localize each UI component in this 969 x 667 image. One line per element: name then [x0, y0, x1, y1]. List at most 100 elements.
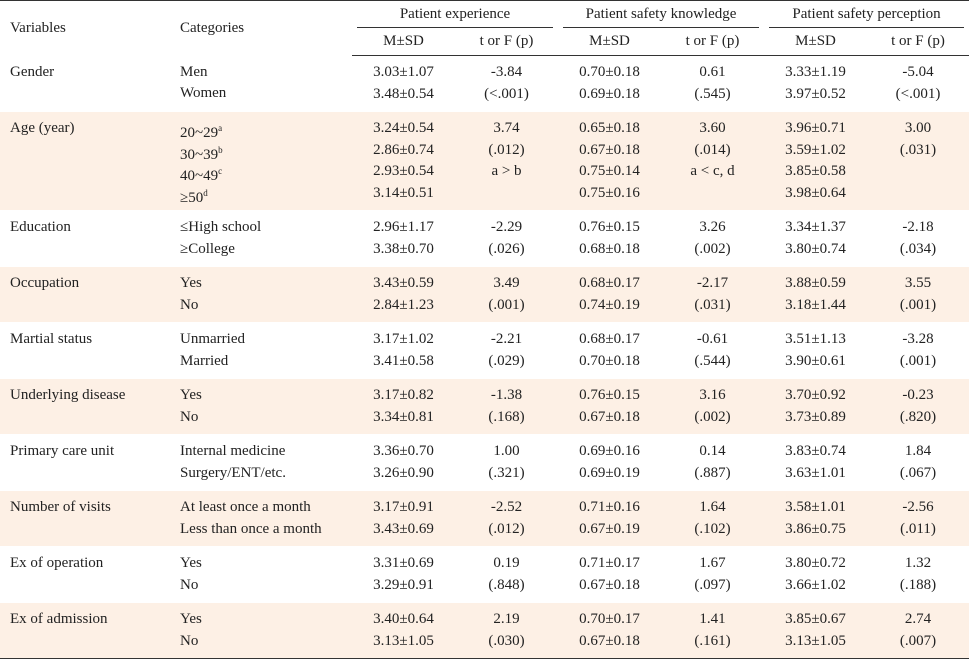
mean-sd: 3.03±1.07: [373, 64, 434, 80]
variable: Underlying disease: [10, 387, 126, 403]
mean-sd-cell: 0.76±0.15 0.68±0.18: [558, 210, 661, 267]
mean-sd: 3.31±0.69: [373, 555, 434, 571]
category: Yes: [180, 555, 202, 571]
variable-cell: Gender: [0, 55, 170, 112]
mean-sd-cell: 3.24±0.54 2.86±0.74 2.93±0.54 3.14±0.51: [352, 111, 455, 211]
variable: Martial status: [10, 331, 93, 347]
table-row: Gender Men Women 3.03±1.07 3.48±0.54 -3.84 (<.…: [0, 55, 969, 112]
statistic: 3.55: [904, 275, 932, 291]
mean-sd-cell: 0.69±0.16 0.69±0.19: [558, 434, 661, 491]
mean-sd: 0.75±0.14: [579, 163, 640, 179]
statistic: (.012): [488, 141, 525, 158]
statistic-cell: 3.74 (.012) a > b: [455, 111, 558, 211]
group-header: Patient safety knowledge: [563, 1, 760, 28]
variable: Ex of admission: [10, 611, 108, 627]
category: Women: [180, 85, 227, 101]
mean-sd: 3.26±0.90: [373, 464, 434, 481]
statistic: (.002): [694, 240, 731, 257]
statistic: 1.41: [699, 611, 726, 627]
mean-sd: 0.70±0.18: [579, 352, 640, 369]
statistic: (.887): [694, 464, 731, 481]
statistic: (.067): [899, 464, 937, 481]
statistic-cell: 1.84 (.067): [867, 434, 969, 491]
categories-cell: Yes No: [170, 266, 352, 323]
statistic-cell: -1.38 (.168): [455, 378, 558, 435]
mean-sd-cell: 3.58±1.01 3.86±0.75: [764, 490, 868, 547]
category: 30~39b: [180, 140, 352, 163]
sub-header: t or F (p): [455, 28, 558, 56]
statistic: (.007): [899, 632, 937, 649]
statistic-cell: -2.18 (.034): [867, 210, 969, 267]
variable: Occupation: [10, 275, 80, 291]
statistic: 0.19: [493, 555, 520, 571]
variable-cell: Occupation: [0, 266, 170, 323]
table-row: Age (year) 20~29a 30~39b 40~49c ≥50d 3.24±0.5…: [0, 111, 969, 211]
statistic-cell: 1.64 (.102): [661, 490, 765, 547]
statistic: (.011): [900, 520, 936, 537]
statistic: (.188): [899, 576, 937, 593]
statistic-cell: 3.55 (.001): [867, 266, 969, 323]
sub-header: t or F (p): [661, 28, 765, 56]
table-row: Education ≤High school ≥College 2.96±1.17 3.…: [0, 210, 969, 267]
mean-sd: 3.97±0.52: [785, 85, 846, 102]
statistic-cell: 3.00 (.031): [867, 111, 969, 211]
mean-sd: 3.59±1.02: [785, 141, 846, 158]
table-row: Primary care unit Internal medicine Surger…: [0, 434, 969, 491]
statistic: 2.74: [904, 611, 932, 627]
category: ≤High school: [180, 219, 262, 235]
category-label: ≥50: [180, 189, 204, 206]
statistic-cell: -5.04 (<.001): [867, 55, 969, 112]
statistic-cell: -0.61 (.544): [661, 322, 765, 379]
mean-sd-cell: 3.96±0.71 3.59±1.02 3.85±0.58 3.98±0.64: [764, 111, 868, 211]
mean-sd: 0.67±0.18: [579, 576, 640, 593]
mean-sd: 2.96±1.17: [373, 219, 434, 235]
mean-sd-cell: 0.70±0.18 0.69±0.18: [558, 55, 661, 112]
statistic-cell: 1.00 (.321): [455, 434, 558, 491]
statistic-cell: 2.19 (.030): [455, 602, 558, 659]
statistic: -3.84: [490, 64, 523, 80]
statistic-cell: -2.52 (.012): [455, 490, 558, 547]
mean-sd-cell: 3.34±1.37 3.80±0.74: [764, 210, 868, 267]
statistic: (.820): [899, 408, 937, 425]
statistic: (.034): [899, 240, 937, 257]
category: Married: [180, 352, 229, 369]
category: No: [180, 632, 199, 649]
mean-sd: 0.76±0.15: [579, 387, 640, 403]
variable: Number of visits: [10, 499, 111, 515]
statistic: -2.18: [902, 219, 934, 235]
mean-sd: 3.34±1.37: [785, 219, 846, 235]
header-variables: Variables: [0, 0, 170, 56]
categories-cell: Yes No: [170, 378, 352, 435]
category: At least once a month: [180, 499, 311, 515]
variable-cell: Number of visits: [0, 490, 170, 547]
statistic: 3.74: [493, 120, 520, 136]
statistic: -3.28: [902, 331, 934, 347]
statistic: 2.19: [493, 611, 520, 627]
category: ≥50d: [180, 183, 352, 206]
mean-sd-cell: 3.17±0.91 3.43±0.69: [352, 490, 455, 547]
category-superscript: c: [218, 166, 223, 176]
statistic: (.029): [488, 352, 525, 369]
variable: Primary care unit: [10, 443, 115, 459]
category: Less than once a month: [180, 520, 322, 537]
mean-sd: 0.68±0.17: [579, 275, 640, 291]
mean-sd: 2.84±1.23: [373, 296, 434, 313]
statistic: 3.00: [904, 120, 932, 136]
mean-sd: 3.38±0.70: [373, 240, 434, 257]
mean-sd-cell: 3.31±0.69 3.29±0.91: [352, 546, 455, 603]
category-label: 30~39: [180, 146, 219, 163]
statistic: 1.84: [904, 443, 932, 459]
variable: Education: [10, 219, 71, 235]
statistic: -2.17: [696, 275, 729, 291]
categories-cell: Internal medicine Surgery/ENT/etc.: [170, 434, 352, 491]
mean-sd-cell: 0.65±0.18 0.67±0.18 0.75±0.14 0.75±0.16: [558, 111, 661, 211]
mean-sd-cell: 2.96±1.17 3.38±0.70: [352, 210, 455, 267]
variable-cell: Education: [0, 210, 170, 267]
statistic: 3.60: [699, 120, 726, 136]
categories-cell: At least once a month Less than once a mo…: [170, 490, 352, 547]
variable-cell: Martial status: [0, 322, 170, 379]
statistic-cell: 0.61 (.545): [661, 55, 765, 112]
mean-sd: 3.17±0.82: [373, 387, 434, 403]
category: 40~49c: [180, 161, 352, 184]
